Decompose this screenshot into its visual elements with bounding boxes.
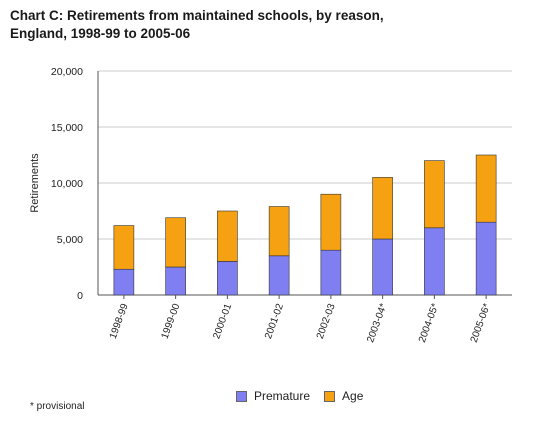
x-tick-label: 1999-00 — [160, 302, 183, 341]
bar-age — [320, 193, 342, 251]
bar-premature — [113, 268, 135, 296]
x-tick-label: 2005-06* — [469, 302, 493, 344]
legend-label-premature: Premature — [254, 389, 311, 403]
bar-premature — [217, 261, 238, 296]
bar-age — [268, 206, 290, 257]
x-tick-label: 2004-05* — [417, 302, 441, 344]
footnote: * provisional — [30, 401, 85, 412]
y-tick-label: 10,000 — [51, 178, 83, 190]
chart-title: Chart C: Retirements from maintained sch… — [10, 8, 384, 23]
legend-item-age: Age — [324, 389, 363, 403]
chart-subtitle: England, 1998-99 to 2005-06 — [10, 26, 191, 41]
bar-age — [217, 210, 238, 262]
legend-item-premature: Premature — [236, 389, 310, 403]
legend-label-age: Age — [342, 389, 364, 403]
y-tick-label: 5,000 — [57, 234, 83, 246]
y-axis-label: Retirements — [29, 153, 41, 213]
bar-premature — [475, 221, 497, 296]
y-tick-label: 20,000 — [51, 66, 83, 78]
x-tick-label: 1998-99 — [108, 302, 131, 341]
bar-age — [165, 217, 186, 268]
bar-age — [113, 225, 135, 270]
bar-age — [372, 177, 393, 240]
bar-premature — [165, 266, 186, 296]
bar-premature — [320, 249, 342, 296]
x-tick-label: 2000-01 — [211, 302, 234, 341]
bar-age — [475, 154, 497, 223]
bar-premature — [424, 227, 445, 296]
bar-age — [424, 160, 445, 229]
y-tick-label: 0 — [77, 290, 83, 302]
x-tick-label: 2001-02 — [263, 302, 286, 341]
bar-premature — [268, 255, 290, 296]
chart-legend: Premature Age — [236, 389, 377, 403]
x-tick-label: 2003-04* — [365, 302, 389, 344]
bar-premature — [372, 238, 393, 296]
y-tick-label: 15,000 — [51, 122, 83, 134]
x-tick-label: 2002-03 — [315, 302, 338, 341]
legend-swatch-age — [324, 390, 336, 402]
legend-swatch-premature — [236, 390, 247, 402]
